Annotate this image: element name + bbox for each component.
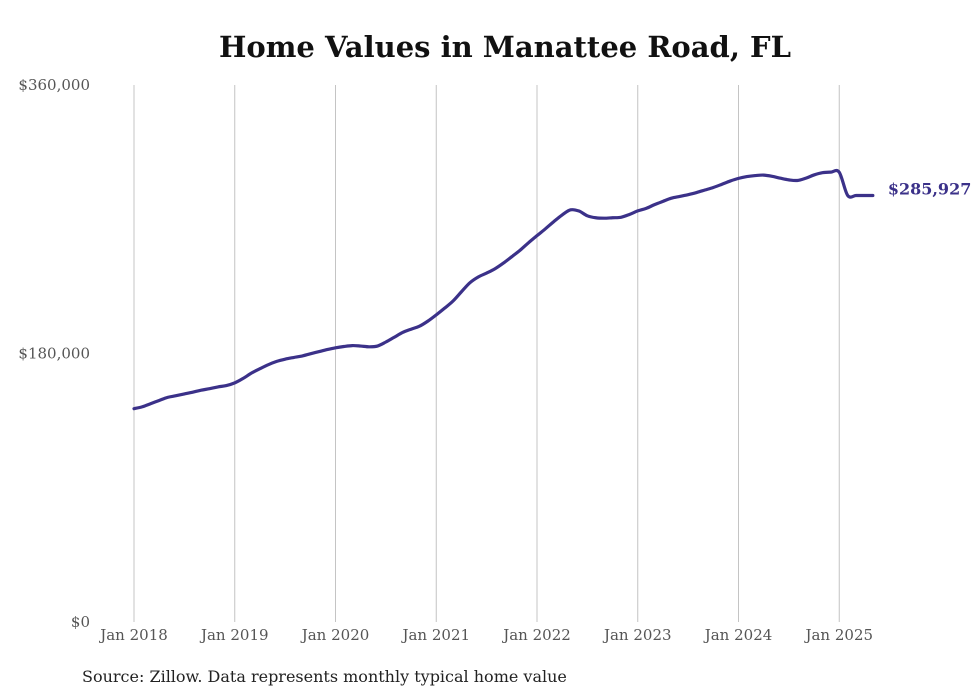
x-tick-label: Jan 2018 — [98, 626, 168, 644]
y-tick-label: $0 — [71, 613, 90, 631]
x-tick-label: Jan 2024 — [703, 626, 773, 644]
x-tick-label: Jan 2025 — [803, 626, 873, 644]
y-tick-label: $360,000 — [18, 76, 90, 94]
end-value-label: $285,927 — [888, 179, 972, 198]
x-tick-label: Jan 2022 — [501, 626, 571, 644]
source-note: Source: Zillow. Data represents monthly … — [82, 667, 567, 686]
x-tick-label: Jan 2023 — [602, 626, 672, 644]
x-tick-label: Jan 2021 — [400, 626, 470, 644]
y-axis-tick-labels: $0 $180,000 $360,000 — [18, 76, 90, 631]
x-tick-label: Jan 2020 — [300, 626, 370, 644]
x-tick-label: Jan 2019 — [199, 626, 269, 644]
y-tick-label: $180,000 — [18, 345, 90, 363]
series-line-home-value — [132, 168, 875, 411]
gridlines — [133, 85, 840, 622]
chart-title: Home Values in Manattee Road, FL — [218, 30, 791, 64]
x-axis-tick-labels: Jan 2018 Jan 2019 Jan 2020 Jan 2021 Jan 2022… — [98, 626, 873, 644]
